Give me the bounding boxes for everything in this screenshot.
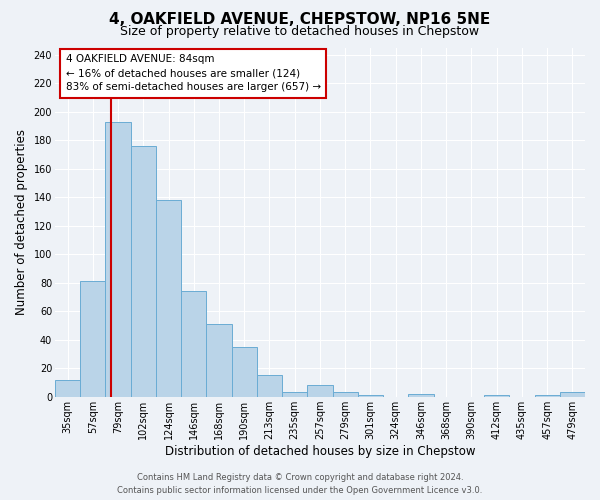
- Y-axis label: Number of detached properties: Number of detached properties: [15, 129, 28, 315]
- Text: Contains HM Land Registry data © Crown copyright and database right 2024.
Contai: Contains HM Land Registry data © Crown c…: [118, 474, 482, 495]
- Bar: [409, 394, 434, 396]
- Bar: [131, 146, 156, 397]
- Bar: [282, 392, 307, 396]
- Bar: [55, 380, 80, 396]
- Text: Size of property relative to detached houses in Chepstow: Size of property relative to detached ho…: [121, 25, 479, 38]
- Bar: [358, 395, 383, 396]
- Bar: [332, 392, 358, 396]
- Bar: [535, 395, 560, 396]
- Bar: [307, 386, 332, 396]
- Text: 4, OAKFIELD AVENUE, CHEPSTOW, NP16 5NE: 4, OAKFIELD AVENUE, CHEPSTOW, NP16 5NE: [109, 12, 491, 28]
- Bar: [181, 291, 206, 397]
- X-axis label: Distribution of detached houses by size in Chepstow: Distribution of detached houses by size …: [165, 444, 475, 458]
- Bar: [257, 376, 282, 396]
- Bar: [106, 122, 131, 396]
- Bar: [156, 200, 181, 396]
- Bar: [484, 395, 509, 396]
- Bar: [232, 347, 257, 397]
- Text: 4 OAKFIELD AVENUE: 84sqm
← 16% of detached houses are smaller (124)
83% of semi-: 4 OAKFIELD AVENUE: 84sqm ← 16% of detach…: [65, 54, 320, 92]
- Bar: [560, 392, 585, 396]
- Bar: [80, 281, 106, 396]
- Bar: [206, 324, 232, 396]
